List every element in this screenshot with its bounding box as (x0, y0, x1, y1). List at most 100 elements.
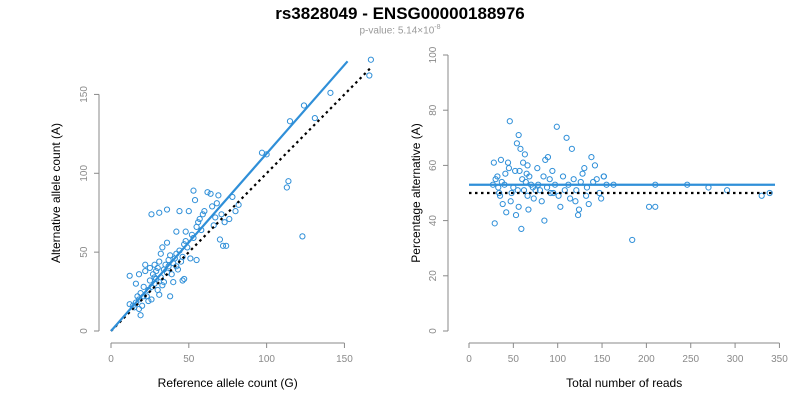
data-point (142, 267, 149, 275)
x-tick-label: 50 (183, 354, 195, 365)
fit-line (110, 60, 349, 332)
x-tick-label: 150 (594, 354, 611, 365)
data-point (300, 102, 308, 109)
data-point (187, 255, 194, 262)
data-point (581, 165, 588, 172)
data-point (502, 170, 509, 177)
y-tick-label: 60 (428, 159, 439, 171)
y-axis-title: Percentage alternative (A) (409, 123, 423, 262)
data-point (504, 159, 512, 166)
data-point (512, 211, 520, 219)
data-point (163, 239, 171, 246)
data-point (508, 189, 515, 197)
data-point (283, 184, 290, 191)
data-point (570, 176, 577, 183)
data-point (585, 200, 592, 208)
data-point (191, 196, 199, 204)
data-point (213, 200, 220, 207)
data-point (544, 154, 552, 161)
data-point (512, 167, 519, 175)
y-tick-label: 40 (428, 215, 439, 227)
subtitle-text: p-value: 5.14×10 (359, 25, 435, 37)
data-point (506, 118, 513, 125)
y-tick-label: 50 (79, 246, 90, 258)
data-point (629, 236, 636, 244)
data-point (525, 206, 532, 213)
data-point (524, 162, 531, 169)
data-point (160, 279, 168, 286)
data-point (534, 165, 541, 172)
data-point (153, 267, 160, 275)
data-point (126, 272, 133, 279)
data-point (263, 151, 270, 158)
data-point (557, 203, 564, 210)
data-point (209, 203, 216, 210)
data-point (182, 238, 189, 245)
data-point (163, 206, 171, 213)
data-point (503, 209, 510, 216)
data-point (645, 203, 653, 210)
data-point (515, 203, 522, 210)
data-point (541, 217, 548, 224)
data-point (201, 208, 208, 215)
data-point (135, 305, 143, 313)
data-point (156, 291, 163, 298)
data-point (181, 275, 188, 283)
data-point (559, 173, 567, 180)
data-point (223, 242, 230, 249)
y-tick-label: 100 (428, 46, 439, 63)
data-point (218, 211, 225, 218)
data-point (190, 187, 197, 194)
data-point (505, 165, 513, 172)
data-point (221, 219, 228, 226)
data-point (600, 173, 607, 180)
data-point (168, 271, 175, 278)
data-point (176, 208, 183, 215)
data-point (182, 228, 189, 235)
data-point (513, 140, 520, 147)
data-point (766, 189, 773, 197)
data-point (494, 173, 501, 180)
data-point (179, 277, 186, 284)
data-point (491, 220, 498, 227)
data-point (519, 176, 526, 183)
data-point (591, 162, 599, 169)
data-point (226, 215, 233, 223)
data-point (154, 264, 161, 272)
data-point (530, 195, 537, 202)
data-point (555, 192, 562, 199)
data-point (135, 271, 143, 278)
y-tick-label: 150 (79, 86, 90, 103)
data-point (146, 277, 154, 284)
data-point (538, 198, 545, 205)
x-tick-label: 0 (108, 354, 114, 365)
data-point (167, 252, 174, 259)
y-tick-label: 80 (428, 104, 439, 116)
data-point (572, 198, 579, 205)
data-point (496, 189, 503, 197)
subtitle-exponent: -8 (434, 24, 441, 31)
x-axis-title: Reference allele count (G) (158, 376, 298, 390)
x-tick-label: 0 (466, 354, 472, 365)
data-point (582, 192, 590, 199)
reference-line (110, 66, 372, 332)
data-point (526, 173, 533, 180)
data-point (185, 208, 192, 215)
data-point (517, 145, 524, 152)
data-point (142, 261, 149, 268)
data-point (219, 242, 227, 249)
data-point (490, 159, 497, 166)
data-point (139, 302, 146, 309)
data-point (549, 167, 556, 175)
data-point (167, 293, 174, 300)
data-point (146, 264, 154, 272)
data-point (516, 167, 523, 175)
data-point (563, 134, 570, 141)
data-point (140, 283, 147, 290)
data-point (546, 176, 553, 183)
y-tick-label: 0 (79, 328, 90, 334)
data-point (193, 256, 200, 264)
data-point (588, 154, 595, 161)
data-point (593, 176, 600, 183)
data-point (507, 198, 514, 205)
